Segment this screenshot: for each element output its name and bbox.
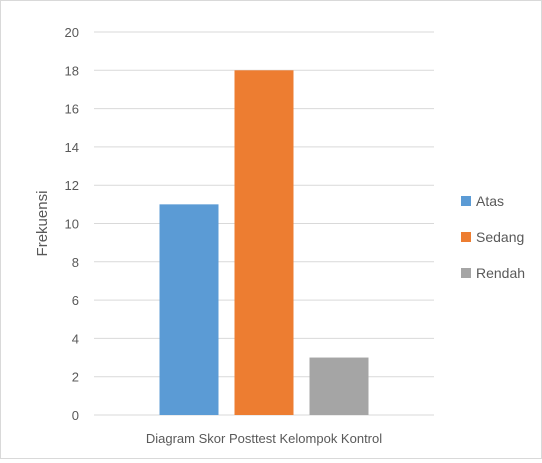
y-tick-label: 6 <box>72 293 79 308</box>
y-axis-title: Frekuensi <box>34 191 51 257</box>
y-tick-label: 18 <box>65 63 79 78</box>
y-tick-label: 2 <box>72 370 79 385</box>
bar-sedang <box>234 70 294 416</box>
legend: Atas Sedang Rendah <box>461 193 525 281</box>
x-category-label: Diagram Skor Posttest Kelompok Kontrol <box>146 431 382 446</box>
legend-label-rendah: Rendah <box>476 265 525 281</box>
bar-atas <box>159 204 219 415</box>
y-tick-label: 14 <box>65 140 79 155</box>
y-tick-label: 0 <box>72 408 79 423</box>
y-tick-label: 4 <box>72 331 79 346</box>
bar-rendah <box>309 357 369 415</box>
bars <box>159 70 369 416</box>
y-tick-label: 10 <box>65 217 79 232</box>
legend-swatch-sedang <box>461 232 471 242</box>
y-tick-label: 8 <box>72 255 79 270</box>
legend-label-sedang: Sedang <box>476 229 524 245</box>
legend-swatch-atas <box>461 196 471 206</box>
y-tick-label: 12 <box>65 178 79 193</box>
legend-swatch-rendah <box>461 268 471 278</box>
legend-label-atas: Atas <box>476 193 504 209</box>
y-tick-label: 20 <box>65 25 79 40</box>
y-tick-label: 16 <box>65 102 79 117</box>
y-axis-tick-labels: 0 2 4 6 8 10 12 14 16 18 20 <box>65 25 79 423</box>
